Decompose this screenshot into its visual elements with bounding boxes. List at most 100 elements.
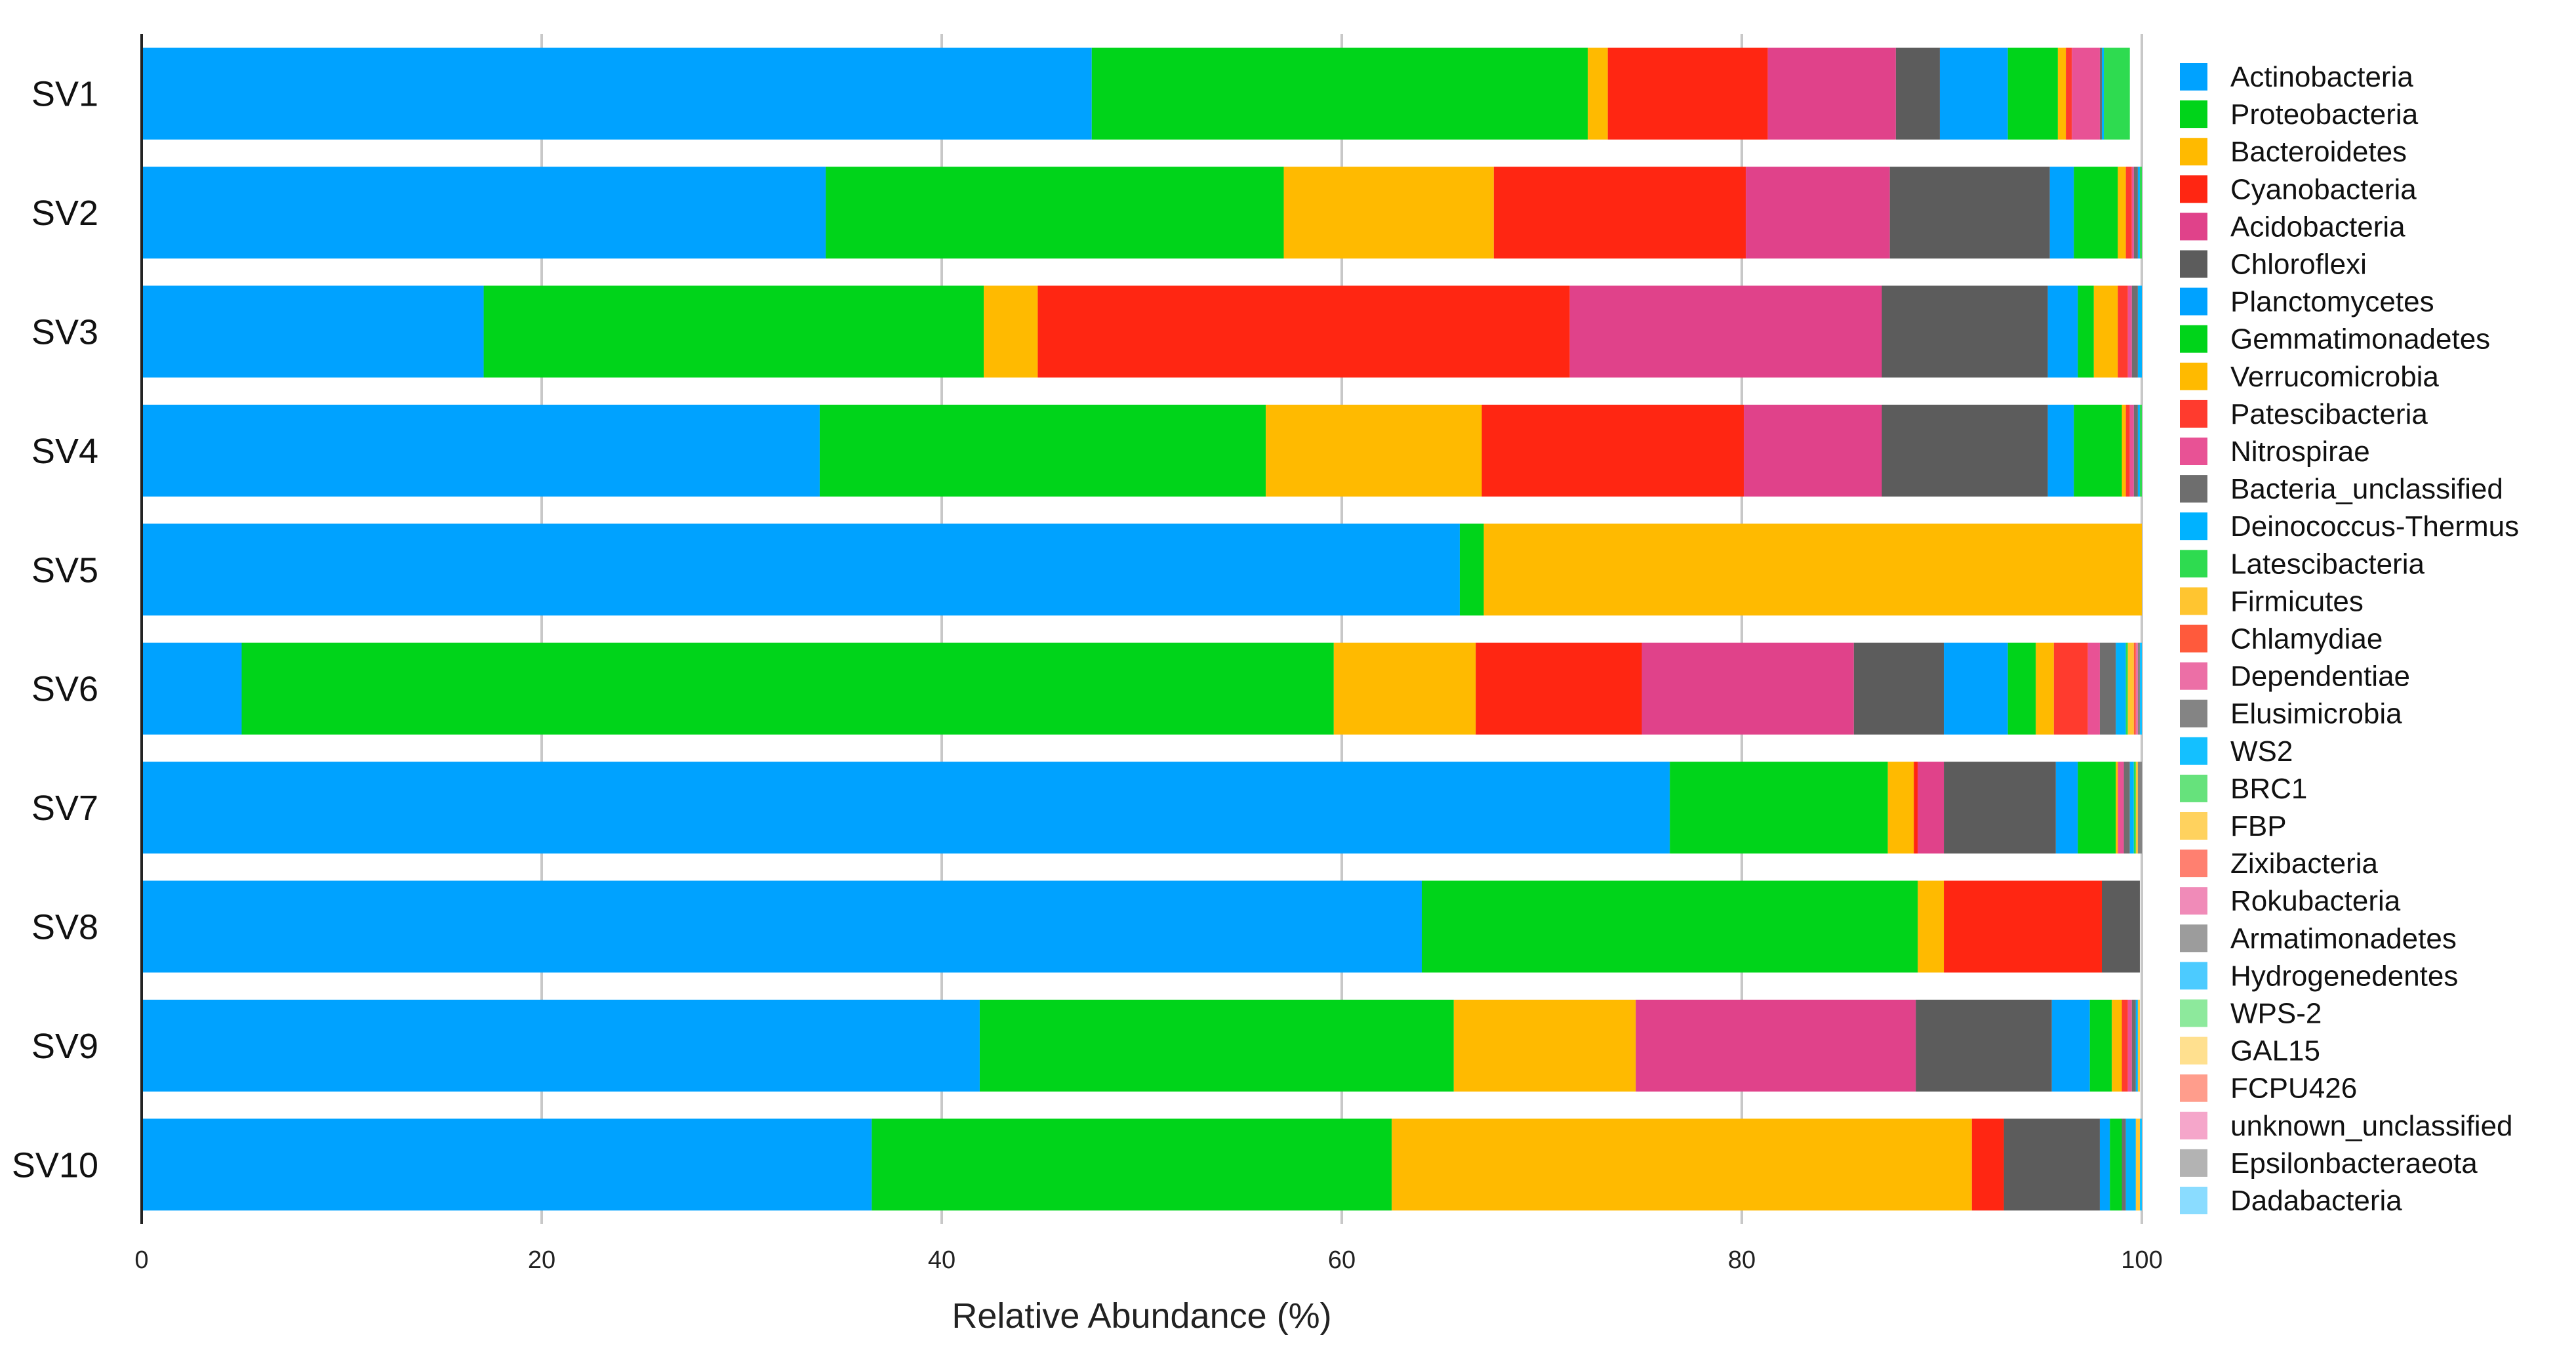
bar-segment	[2099, 642, 2116, 735]
bar-segment	[2089, 999, 2112, 1092]
bar-segment	[1476, 642, 1642, 735]
bar-segment	[1283, 167, 1494, 259]
bar-segment	[1636, 999, 1916, 1092]
bar-segment	[2057, 47, 2066, 140]
legend-swatch	[2180, 699, 2207, 728]
bar-segment	[2055, 762, 2078, 854]
bar-segment	[1459, 523, 1484, 616]
bar-segment	[2074, 167, 2118, 259]
legend-label: Patescibacteria	[2230, 398, 2428, 430]
bar-segment	[2129, 404, 2134, 497]
bar-segment	[1944, 642, 2008, 735]
bar-segment	[1887, 762, 1914, 854]
bar-segment	[2099, 1118, 2110, 1211]
legend: Actinobacteria Proteobacteria Bacteroidete…	[2180, 61, 2519, 1217]
legend-label: Dadabacteria	[2230, 1185, 2402, 1217]
bar-segment	[2102, 880, 2140, 973]
category-label: SV5	[31, 550, 98, 590]
category-label: SV3	[31, 313, 98, 352]
legend-swatch	[2180, 625, 2207, 653]
bar-segment	[2131, 999, 2136, 1092]
bar-segment	[1744, 404, 1882, 497]
legend-label: BRC1	[2230, 773, 2307, 805]
bar-segment	[2131, 167, 2134, 259]
bar-segment	[1481, 404, 1744, 497]
legend-swatch	[2180, 213, 2207, 241]
bar-segment	[2137, 642, 2140, 735]
bar-segment	[2139, 1118, 2142, 1211]
legend-swatch	[2180, 812, 2207, 840]
bar-segment	[1916, 999, 2052, 1092]
legend-swatch	[2180, 100, 2207, 129]
bar-segment	[2066, 47, 2072, 140]
bar-segment	[142, 642, 242, 735]
legend-label: Zixibacteria	[2230, 848, 2378, 880]
bar-segment	[2104, 47, 2130, 140]
bar-segment	[2003, 1118, 2100, 1211]
bar-segment	[2112, 999, 2122, 1092]
bar-segment	[2129, 762, 2134, 854]
bar-segment	[142, 523, 1460, 616]
bar-segment	[2116, 642, 2126, 735]
bar-segment	[2137, 762, 2142, 854]
bar-segment	[2123, 762, 2130, 854]
legend-label: Bacteroidetes	[2230, 136, 2407, 168]
bar-segment	[2133, 404, 2138, 497]
bar-segment	[2135, 1118, 2140, 1211]
legend-label: Elusimicrobia	[2230, 698, 2402, 730]
bar-segment	[1939, 47, 2008, 140]
bar-segment	[142, 880, 1422, 973]
legend-label: Verrucomicrobia	[2230, 361, 2439, 393]
bar-segment	[2078, 762, 2116, 854]
bar-segment	[142, 167, 826, 259]
x-tick-label: 60	[1328, 1246, 1356, 1274]
bar-segment	[2116, 762, 2118, 854]
legend-swatch	[2180, 1187, 2207, 1214]
legend-label: Dependentiae	[2230, 661, 2410, 693]
bar-segment	[1670, 762, 1888, 854]
x-tick-labels: 0 20 40 60 80 100	[134, 1246, 2162, 1274]
bar-segment	[2078, 285, 2094, 378]
bar-segment	[1333, 642, 1476, 735]
legend-swatch	[2180, 63, 2207, 91]
bar-segment	[1641, 642, 1854, 735]
legend-swatch	[2180, 850, 2207, 878]
bars	[142, 47, 2142, 1211]
bar-segment	[2047, 285, 2078, 378]
legend-label: GAL15	[2230, 1035, 2320, 1067]
bar-segment	[1882, 404, 2048, 497]
legend-label: Hydrogenedentes	[2230, 960, 2458, 992]
bar-segment	[2099, 47, 2102, 140]
legend-swatch	[2180, 774, 2207, 802]
x-tick-label: 80	[1728, 1246, 1756, 1274]
bar-segment	[2102, 47, 2104, 140]
bar-segment	[2137, 404, 2140, 497]
bar-segment	[1944, 762, 2056, 854]
bar-segment	[1091, 47, 1588, 140]
bar-segment	[1918, 762, 1944, 854]
legend-swatch	[2180, 138, 2207, 166]
bar-segment	[1493, 167, 1746, 259]
bar-segment	[2133, 762, 2136, 854]
bar-segment	[241, 642, 1334, 735]
legend-label: Firmicutes	[2230, 585, 2364, 617]
category-label: SV2	[31, 194, 98, 233]
bar-segment	[2135, 642, 2138, 735]
bar-segment	[1483, 523, 2142, 616]
legend-swatch	[2180, 962, 2207, 990]
legend-swatch	[2180, 924, 2207, 953]
legend-swatch	[2180, 512, 2207, 541]
bar-segment	[1037, 285, 1570, 378]
bar-segment	[2139, 642, 2142, 735]
legend-label: Acidobacteria	[2230, 211, 2405, 243]
bar-segment	[483, 285, 984, 378]
legend-label: FBP	[2230, 810, 2287, 842]
bar-segment	[1853, 642, 1944, 735]
bar-segment	[2047, 404, 2074, 497]
legend-swatch	[2180, 1036, 2207, 1065]
bar-segment	[142, 285, 484, 378]
bar-segment	[142, 47, 1092, 140]
bar-segment	[2122, 1118, 2126, 1211]
legend-swatch	[2180, 1074, 2207, 1102]
bar-segment	[2118, 285, 2128, 378]
